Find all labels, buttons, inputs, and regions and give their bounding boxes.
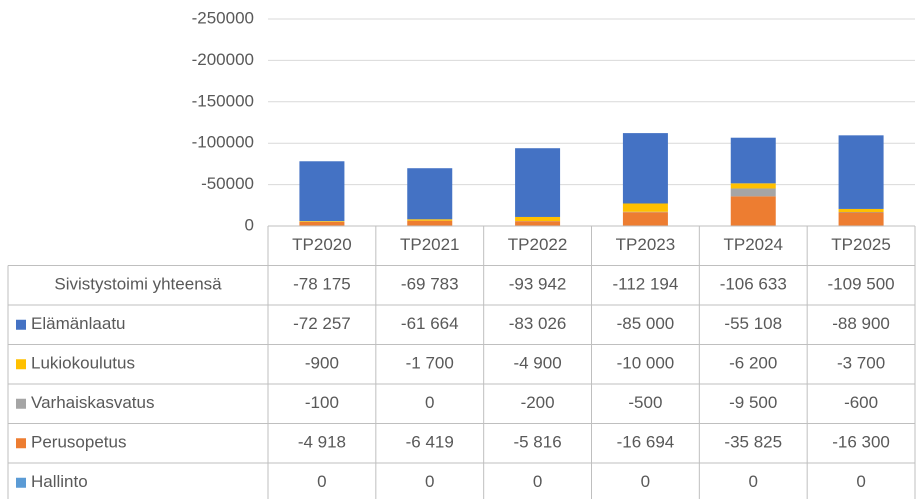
table-value: -78 175 bbox=[293, 275, 351, 294]
y-tick-label: 0 bbox=[245, 215, 254, 234]
row-label: Lukiokoulutus bbox=[31, 354, 135, 373]
bar-segment bbox=[515, 221, 561, 226]
row-label: Perusopetus bbox=[31, 433, 126, 452]
table-value: -112 194 bbox=[612, 275, 678, 294]
y-tick-label: -50000 bbox=[201, 174, 254, 193]
table-value: -16 694 bbox=[617, 433, 675, 452]
table-value: -35 825 bbox=[724, 433, 782, 452]
category-label: TP2024 bbox=[723, 235, 783, 254]
table-value: -16 300 bbox=[832, 433, 890, 452]
bar-segment bbox=[299, 221, 345, 226]
table-value: -9 500 bbox=[729, 393, 777, 412]
table-value: -69 783 bbox=[401, 275, 459, 294]
row-label: Sivistystoimi yhteensä bbox=[54, 275, 222, 294]
legend-key bbox=[16, 319, 26, 330]
bar-segment bbox=[622, 133, 668, 204]
table-value: -106 633 bbox=[720, 275, 787, 294]
bar-segment bbox=[622, 212, 668, 226]
bar-segment bbox=[299, 161, 345, 222]
row-label: Varhaiskasvatus bbox=[31, 393, 154, 412]
bar-segment bbox=[407, 220, 453, 226]
table-value: -72 257 bbox=[293, 314, 351, 333]
row-label: Elämänlaatu bbox=[31, 314, 126, 333]
table-value: 0 bbox=[317, 472, 326, 491]
bar-segment bbox=[730, 188, 776, 197]
y-tick-label: -200000 bbox=[192, 50, 254, 69]
table-value: -61 664 bbox=[401, 314, 459, 333]
category-label: TP2023 bbox=[616, 235, 676, 254]
category-label: TP2022 bbox=[508, 235, 568, 254]
legend-key bbox=[16, 359, 26, 370]
table-value: -4 900 bbox=[513, 354, 561, 373]
table-value: 0 bbox=[533, 472, 542, 491]
table-value: -500 bbox=[628, 393, 662, 412]
table-value: -3 700 bbox=[837, 354, 885, 373]
bar-segment bbox=[730, 137, 776, 184]
bar-segment bbox=[515, 148, 561, 217]
bar-segment bbox=[838, 135, 884, 209]
table-value: -1 700 bbox=[406, 354, 454, 373]
bar-segment bbox=[407, 219, 453, 221]
table-value: -6 419 bbox=[406, 433, 454, 452]
legend-key bbox=[16, 438, 26, 449]
bar-segment bbox=[730, 196, 776, 226]
category-label: TP2021 bbox=[400, 235, 460, 254]
bar-segment bbox=[838, 208, 884, 213]
table-value: -900 bbox=[305, 354, 339, 373]
table-value: -200 bbox=[521, 393, 555, 412]
table-value: 0 bbox=[641, 472, 650, 491]
bar-segment bbox=[515, 216, 561, 222]
table-value: -83 026 bbox=[509, 314, 567, 333]
legend-key bbox=[16, 477, 26, 488]
table-value: -100 bbox=[305, 393, 339, 412]
category-label: TP2020 bbox=[292, 235, 352, 254]
bar-segment bbox=[838, 212, 884, 226]
bar-segment bbox=[730, 183, 776, 189]
table-value: -85 000 bbox=[617, 314, 675, 333]
table-value: -4 918 bbox=[298, 433, 346, 452]
table-value: -5 816 bbox=[513, 433, 561, 452]
legend-key bbox=[16, 398, 26, 409]
table-value: -55 108 bbox=[724, 314, 782, 333]
table-value: 0 bbox=[425, 472, 434, 491]
bar-segment bbox=[407, 168, 453, 220]
table-value: -10 000 bbox=[617, 354, 675, 373]
table-value: 0 bbox=[425, 393, 434, 412]
y-tick-label: -250000 bbox=[192, 8, 254, 27]
table-value: 0 bbox=[749, 472, 758, 491]
y-tick-label: -100000 bbox=[192, 133, 254, 152]
bar-segment bbox=[299, 221, 345, 222]
table-value: -88 900 bbox=[832, 314, 890, 333]
table-value: -93 942 bbox=[509, 275, 567, 294]
bar-segment bbox=[622, 203, 668, 212]
table-value: -109 500 bbox=[828, 275, 895, 294]
table-value: 0 bbox=[856, 472, 865, 491]
table-value: -6 200 bbox=[729, 354, 777, 373]
y-tick-label: -150000 bbox=[192, 91, 254, 110]
row-label: Hallinto bbox=[31, 472, 88, 491]
table-value: -600 bbox=[844, 393, 878, 412]
category-label: TP2025 bbox=[831, 235, 891, 254]
